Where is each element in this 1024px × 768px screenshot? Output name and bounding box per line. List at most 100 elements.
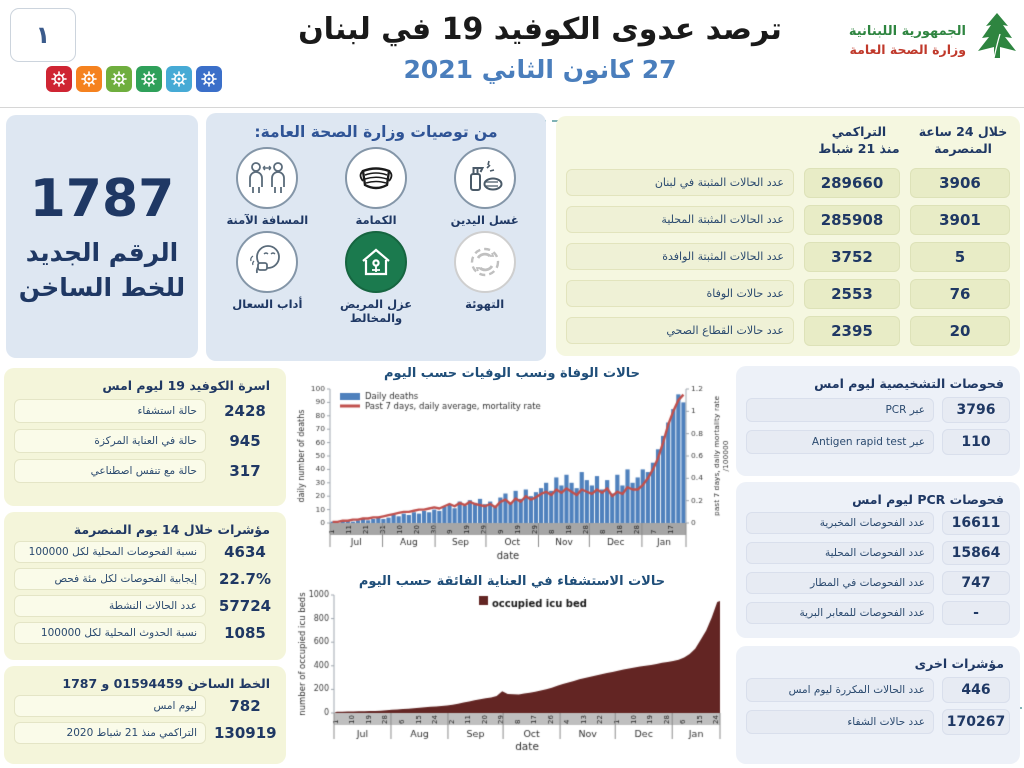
stat-label: نسبة الفحوصات المحلية لكل 100000 <box>14 541 206 563</box>
cough-etiquette-icon <box>236 231 299 293</box>
recommendation-label: غسل اليدين <box>450 213 519 227</box>
stat-value: 3796 <box>942 397 1010 423</box>
hotline-caption-2: للخط الساخن <box>18 273 186 303</box>
page-title: ترصد عدوى الكوفيد 19 في لبنان <box>298 12 782 47</box>
stat-value: 170267 <box>942 709 1010 735</box>
summary-table-panel: التراكمي منذ 21 شباط خلال 24 ساعة المنصر… <box>556 116 1020 356</box>
recommendations-panel: من توصيات وزارة الصحة العامة: غسل اليدين <box>206 113 546 361</box>
stat-label: ليوم امس <box>14 695 206 717</box>
panel-title: مؤشرات خلال 14 يوم المنصرمة <box>73 522 270 537</box>
recommendation-label: التهوئة <box>465 297 505 311</box>
recommendation-mask: الكمامة <box>325 147 428 227</box>
stat-row: إيجابية الفحوصات لكل مئة فحص 22.7% <box>14 568 276 590</box>
stat-row: عدد حالات الشفاء 170267 <box>746 709 1010 735</box>
stat-label: نسبة الحدوث المحلية لكل 100000 <box>14 622 206 644</box>
recommendation-ventilation: التهوئة <box>433 231 536 325</box>
cedar-tree-icon <box>974 12 1020 68</box>
hotline-card: 1787 الرقم الجديد للخط الساخن <box>6 115 198 358</box>
stat-row: حالة في العناية المركزة 945 <box>14 429 276 453</box>
virus-icon <box>106 66 132 92</box>
stat-label: عدد الفحوصات المحلية <box>746 542 934 564</box>
recommendation-distance: المسافة الآمنة <box>216 147 319 227</box>
logo-line1: الجمهورية اللبنانية <box>848 23 966 39</box>
header-divider <box>0 107 1024 108</box>
logo-line2: وزارة الصحة العامة <box>849 41 966 57</box>
table-row: عدد حالات الوفاة 2553 76 <box>566 278 1010 309</box>
last24-value: 5 <box>910 241 1010 272</box>
stat-value: 16611 <box>942 511 1010 535</box>
panel-title: مؤشرات اخرى <box>914 656 1004 671</box>
stat-value: 22.7% <box>218 570 272 588</box>
virus-icon <box>46 66 72 92</box>
table-row: عدد الحالات المثبتة في لبنان 289660 3906 <box>566 167 1010 198</box>
row-label: عدد حالات القطاع الصحي <box>566 317 794 345</box>
cumulative-value: 285908 <box>804 204 900 235</box>
cumulative-value: 289660 <box>804 167 900 198</box>
slide-number: ١ <box>35 21 51 49</box>
last24-value: 76 <box>910 278 1010 309</box>
moph-logo: الجمهورية اللبنانية وزارة الصحة العامة <box>828 12 1020 68</box>
stat-label: عدد الفحوصات للمعابر البرية <box>746 602 934 624</box>
table-row: عدد الحالات المثبتة الوافدة 3752 5 <box>566 241 1010 272</box>
cumulative-value: 2395 <box>804 315 900 346</box>
stat-label: عدد حالات الشفاء <box>746 710 934 734</box>
row-label: عدد حالات الوفاة <box>566 280 794 308</box>
stat-value: 945 <box>229 432 261 450</box>
stat-label: عدد الحالات المكررة ليوم امس <box>746 678 934 702</box>
recommendation-label: أداب السعال <box>232 297 303 311</box>
indicators-14day-panel: مؤشرات خلال 14 يوم المنصرمة نسبة الفحوصا… <box>4 512 286 660</box>
stat-value: 1085 <box>224 624 266 642</box>
icu-occupancy-chart <box>292 589 732 767</box>
stat-label: إيجابية الفحوصات لكل مئة فحص <box>14 568 206 590</box>
stat-value: 747 <box>942 571 1010 595</box>
stat-label: التراكمي منذ 21 شباط 2020 <box>14 722 206 744</box>
stat-row: عدد الحالات المكررة ليوم امس 446 <box>746 677 1010 703</box>
stat-label: حالة مع تنفس اصطناعي <box>14 459 206 483</box>
stat-row: عبر PCR 3796 <box>746 397 1010 423</box>
hotline-number: 1787 <box>29 168 175 229</box>
recommendation-label: المسافة الآمنة <box>226 213 309 227</box>
stat-row: عبر Antigen rapid test 110 <box>746 429 1010 455</box>
recommendation-label: الكمامة <box>355 213 397 227</box>
stat-label: عدد الفحوصات المخبرية <box>746 512 934 534</box>
row-label: عدد الحالات المثبتة المحلية <box>566 206 794 234</box>
isolation-icon <box>345 231 408 293</box>
stat-value: - <box>942 601 1010 625</box>
table-row: عدد الحالات المثبتة المحلية 285908 3901 <box>566 204 1010 235</box>
cumulative-value: 3752 <box>804 241 900 272</box>
last24-value: 20 <box>910 315 1010 346</box>
recommendation-isolation: عزل المريض والمخالط <box>325 231 428 325</box>
ventilation-icon <box>453 231 516 293</box>
stat-value: 15864 <box>942 541 1010 565</box>
stat-label: عبر Antigen rapid test <box>746 430 934 454</box>
covid-beds-panel: اسرة الكوفيد 19 ليوم امس حالة استشفاء 24… <box>4 368 286 506</box>
table-row: عدد حالات القطاع الصحي 2395 20 <box>566 315 1010 346</box>
hotline-stats-panel: الخط الساخن 01594459 و 1787 ليوم امس 782… <box>4 666 286 764</box>
panel-title: فحوصات PCR ليوم امس <box>852 492 1004 507</box>
stat-label: عدد الحالات النشطة <box>14 595 206 617</box>
stat-row: حالة مع تنفس اصطناعي 317 <box>14 459 276 483</box>
stat-label: حالة استشفاء <box>14 399 206 423</box>
pcr-tests-panel: فحوصات PCR ليوم امس عدد الفحوصات المخبري… <box>736 482 1020 638</box>
stat-value: 130919 <box>214 724 277 742</box>
hotline-caption-1: الرقم الجديد <box>25 238 179 268</box>
stat-row: عدد الحالات النشطة 57724 <box>14 595 276 617</box>
deaths-mortality-chart <box>292 381 732 572</box>
icu-chart-title: حالات الاستشفاء في العناية الفائقة حسب ا… <box>358 574 666 589</box>
stat-value: 317 <box>229 462 261 480</box>
summary-table-header: التراكمي منذ 21 شباط خلال 24 ساعة المنصر… <box>566 124 1010 158</box>
stat-row: ليوم امس 782 <box>14 695 276 717</box>
recommendation-handwash: غسل اليدين <box>433 147 536 227</box>
deaths-chart-title: حالات الوفاة ونسب الوفيات حسب اليوم <box>383 366 641 381</box>
column-header-cumulative: التراكمي منذ 21 شباط <box>818 124 900 156</box>
virus-icon <box>136 66 162 92</box>
panel-title: اسرة الكوفيد 19 ليوم امس <box>102 378 270 393</box>
stat-row: حالة استشفاء 2428 <box>14 399 276 423</box>
slide-number-box: ١ <box>10 8 76 62</box>
diagnostic-tests-panel: فحوصات التشخيصية ليوم امس عبر PCR 3796 ع… <box>736 366 1020 476</box>
row-label: عدد الحالات المثبتة الوافدة <box>566 243 794 271</box>
stat-value: 4634 <box>224 543 266 561</box>
stat-row: عدد الفحوصات المحلية 15864 <box>746 541 1010 565</box>
last24-value: 3901 <box>910 204 1010 235</box>
panel-title: الخط الساخن 01594459 و 1787 <box>62 676 270 691</box>
